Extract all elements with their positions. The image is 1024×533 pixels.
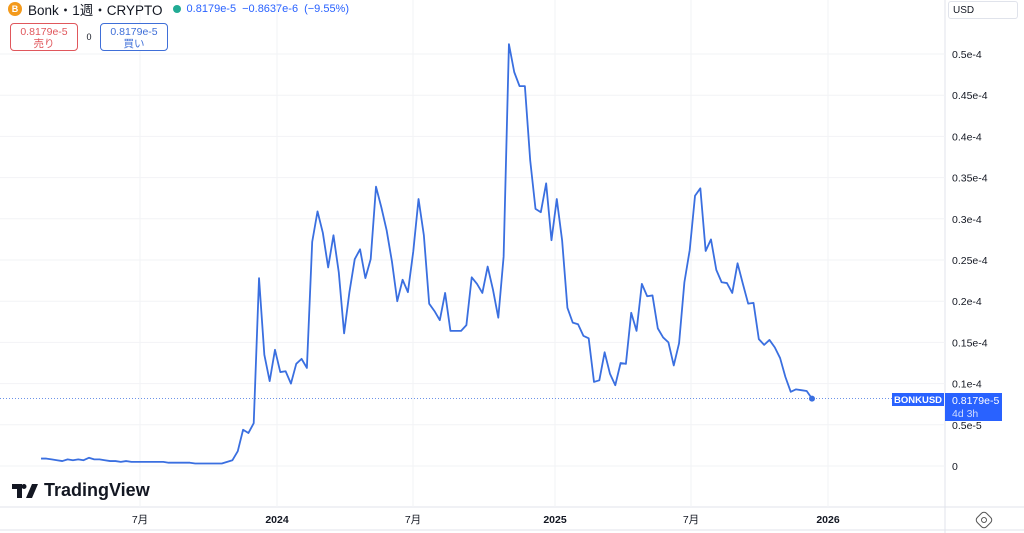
x-tick-label: 2024 [265, 514, 289, 526]
y-tick-label: 0.4e-4 [952, 131, 982, 143]
symbol-header: B Bonk・1週・CRYPTO 0.8179e-5 −0.8637e-6 (−… [8, 1, 350, 18]
last-price-dot [809, 395, 815, 402]
symbol-label: BONKUSD [894, 395, 942, 406]
market-status-dot [172, 5, 181, 13]
y-tick-label: 0.5e-5 [952, 420, 982, 432]
buy-label: 買い [123, 38, 145, 50]
bar-countdown: 4d 3h [952, 408, 978, 420]
tradingview-logo[interactable]: TradingView [12, 480, 150, 501]
price-line [41, 43, 813, 465]
x-tick-label: 7月 [405, 514, 421, 526]
spread: 0 [86, 32, 92, 42]
x-tick-label: 2026 [816, 514, 840, 526]
x-tick-label: 7月 [683, 514, 699, 526]
sell-price: 0.8179e-5 [20, 26, 68, 38]
price-change-pct: (−9.55%) [304, 3, 350, 15]
currency-selector[interactable]: USD [948, 1, 1018, 19]
buy-price: 0.8179e-5 [110, 26, 158, 38]
symbol-label-bg [892, 393, 944, 406]
buy-button[interactable]: 0.8179e-5 買い [100, 23, 168, 51]
y-tick-label: 0.3e-4 [952, 214, 982, 226]
y-tick-label: 0.2e-4 [952, 296, 982, 308]
symbol-title[interactable]: Bonk・1週・CRYPTO [28, 3, 163, 18]
y-tick-label: 0.1e-4 [952, 379, 982, 391]
x-tick-label: 7月 [132, 514, 148, 526]
y-tick-label: 0.15e-4 [952, 337, 988, 349]
y-tick-label: 0 [952, 461, 958, 473]
branding-text: TradingView [44, 480, 150, 500]
y-tick-label: 0.35e-4 [952, 173, 988, 185]
last-price: 0.8179e-5 [186, 3, 237, 15]
price-change: −0.8637e-6 [242, 3, 299, 15]
x-tick-label: 2025 [543, 514, 567, 526]
last-price-label: 0.8179e-5 [952, 395, 999, 407]
tradingview-logo-icon [12, 483, 38, 498]
y-tick-label: 0.25e-4 [952, 255, 988, 267]
sell-label: 売り [33, 38, 55, 50]
trade-panel: 0.8179e-5 売り 0 0.8179e-5 買い [10, 23, 168, 51]
bonk-coin-icon: B [8, 2, 22, 16]
sell-button[interactable]: 0.8179e-5 売り [10, 23, 78, 51]
y-tick-label: 0.45e-4 [952, 90, 988, 102]
last-price-label-bg [945, 393, 1002, 421]
y-tick-label: 0.5e-4 [952, 49, 982, 61]
